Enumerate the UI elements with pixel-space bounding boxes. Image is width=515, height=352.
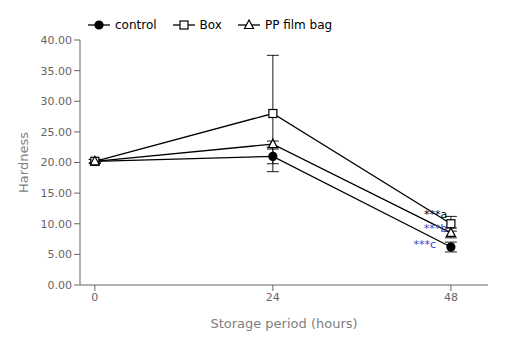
- svg-text:10.00: 10.00: [41, 218, 73, 231]
- svg-text:24: 24: [266, 291, 280, 304]
- html-text:Box: Box: [199, 18, 222, 32]
- svg-text:35.00: 35.00: [41, 65, 73, 78]
- html-text:control: control: [115, 18, 157, 32]
- svg-text:30.00: 30.00: [41, 95, 73, 108]
- svg-text:40.00: 40.00: [41, 34, 73, 47]
- svg-text:0.00: 0.00: [48, 279, 73, 292]
- svg-text:Hardness: Hardness: [16, 132, 31, 193]
- svg-text:25.00: 25.00: [41, 126, 73, 139]
- svg-text:20.00: 20.00: [41, 156, 73, 169]
- svg-text:***c: ***c: [414, 238, 437, 251]
- svg-text:***a: ***a: [424, 208, 447, 221]
- svg-text:48: 48: [444, 291, 458, 304]
- svg-text:15.00: 15.00: [41, 187, 73, 200]
- html-text:PP film bag: PP film bag: [264, 18, 333, 32]
- svg-text:***b: ***b: [424, 222, 448, 235]
- svg-text:5.00: 5.00: [48, 248, 73, 261]
- svg-text:0: 0: [91, 291, 98, 304]
- svg-text:Storage period (hours): Storage period (hours): [210, 316, 357, 331]
